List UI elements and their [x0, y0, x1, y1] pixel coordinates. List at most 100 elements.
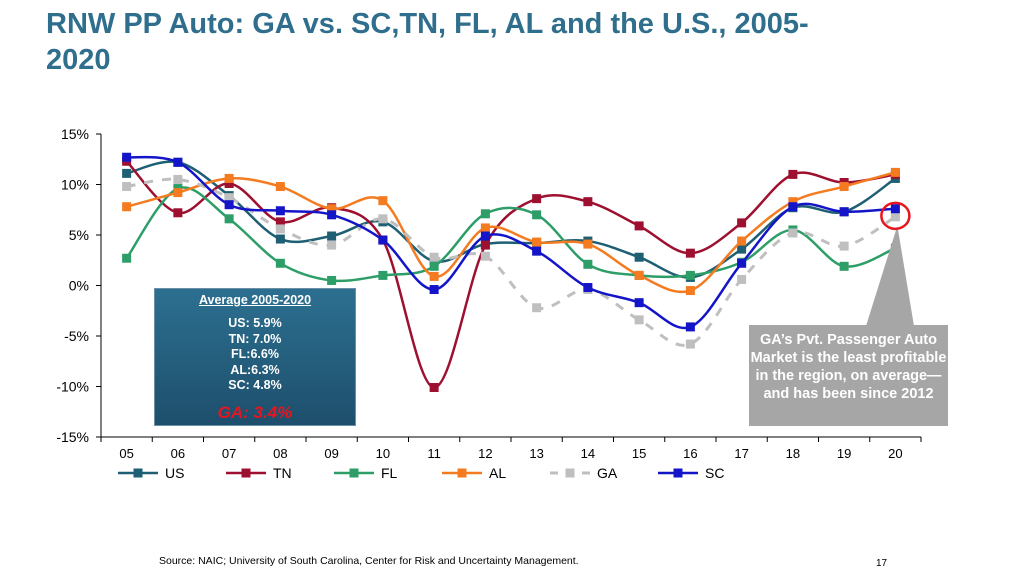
y-tick-label: -10% — [56, 379, 89, 395]
data-point-sc — [839, 207, 849, 217]
data-point-fl — [275, 258, 285, 268]
data-point-tn — [737, 218, 747, 228]
series-line-us — [126, 160, 897, 279]
x-tick-label: 18 — [786, 446, 800, 461]
data-point-fl — [685, 270, 695, 280]
data-point-al — [788, 197, 798, 207]
highlight-layer — [866, 201, 914, 326]
legend-marker-al — [457, 468, 467, 478]
series-line-ga — [126, 177, 897, 347]
data-point-al — [224, 173, 234, 183]
average-line-tn: TN: 7.0% — [228, 331, 282, 346]
data-point-tn — [788, 169, 798, 179]
data-point-ga — [122, 182, 132, 192]
average-header: Average 2005-2020 — [198, 293, 312, 307]
legend-marker-ga — [565, 468, 575, 478]
data-point-al — [634, 270, 644, 280]
x-tick-label: 09 — [324, 446, 338, 461]
data-point-ga — [685, 339, 695, 349]
data-point-ga — [173, 174, 183, 184]
data-point-tn — [634, 221, 644, 231]
callout-box: GA’s Pvt. Passenger Auto Market is the l… — [749, 325, 948, 426]
x-tick-label: 11 — [427, 446, 441, 461]
legend-item-ga: GA — [550, 465, 618, 481]
legend-marker-fl — [349, 468, 359, 478]
data-point-fl — [480, 209, 490, 219]
x-tick-label: 07 — [222, 446, 236, 461]
data-point-al — [122, 202, 132, 212]
data-point-fl — [224, 214, 234, 224]
chart-axes: 15% 10% 5% 0% -5% -10% -15% 05 06 07 08 09 10 11 12 13 1… — [56, 126, 922, 461]
legend-marker-us — [133, 468, 143, 478]
slide-title: RNW PP Auto: GA vs. SC,TN, FL, AL and th… — [46, 8, 809, 76]
x-tick-label: 19 — [837, 446, 851, 461]
data-point-fl — [583, 259, 593, 269]
data-point-us — [275, 234, 285, 244]
x-tick-label: 05 — [119, 446, 133, 461]
data-point-us — [737, 244, 747, 254]
data-point-ga — [839, 241, 849, 251]
series-line-al — [126, 171, 896, 294]
data-point-al — [583, 239, 593, 249]
callout-pointer — [866, 225, 914, 326]
average-line-ga: GA: 3.4% — [217, 402, 293, 422]
x-tick-label: 16 — [683, 446, 697, 461]
source-note: Source: NAIC; University of South Caroli… — [159, 555, 579, 567]
x-tick-label: 12 — [478, 446, 492, 461]
data-point-tn — [480, 240, 490, 250]
x-tick-label: 17 — [734, 446, 748, 461]
y-tick-label: -15% — [56, 429, 89, 445]
legend-item-tn: TN — [226, 465, 292, 481]
legend-label-ga: GA — [597, 465, 618, 481]
y-tick-label: 5% — [69, 227, 89, 243]
data-point-tn — [275, 217, 285, 227]
data-point-tn — [429, 383, 439, 393]
data-point-al — [275, 182, 285, 192]
x-tick-label: 08 — [273, 446, 287, 461]
data-point-us — [634, 252, 644, 262]
data-point-sc — [890, 204, 900, 214]
data-point-sc — [737, 258, 747, 268]
data-point-ga — [532, 303, 542, 313]
x-tick-label: 13 — [529, 446, 543, 461]
data-point-tn — [224, 178, 234, 188]
data-point-sc — [378, 235, 388, 245]
legend-item-us: US — [118, 465, 184, 481]
data-point-al — [839, 182, 849, 192]
data-point-al — [327, 204, 337, 214]
series-fl — [122, 184, 900, 285]
average-line-sc: SC: 4.8% — [228, 378, 282, 392]
data-point-fl — [532, 210, 542, 220]
y-tick-label: 15% — [61, 126, 89, 142]
legend-item-al: AL — [442, 465, 506, 481]
y-tick-label: 0% — [69, 278, 89, 294]
x-tick-label: 20 — [888, 446, 902, 461]
legend-label-us: US — [165, 465, 184, 481]
data-point-ga — [737, 274, 747, 284]
data-point-fl — [378, 270, 388, 280]
data-point-ga — [429, 252, 439, 262]
data-point-tn — [173, 208, 183, 218]
chart-series — [122, 152, 900, 393]
average-summary-box: Average 2005-2020 US: 5.9% TN: 7.0% FL:6… — [154, 288, 356, 426]
x-tick-label: 06 — [171, 446, 185, 461]
page-number: 17 — [876, 558, 888, 569]
data-point-tn — [583, 197, 593, 207]
data-point-us — [327, 231, 337, 241]
data-point-ga — [275, 224, 285, 234]
data-point-al — [685, 286, 695, 296]
legend-marker-sc — [673, 468, 683, 478]
data-point-al — [378, 196, 388, 206]
average-line-al: AL:6.3% — [230, 362, 280, 377]
data-point-sc — [788, 202, 798, 212]
data-point-sc — [327, 210, 337, 220]
data-point-sc — [173, 157, 183, 167]
data-point-sc — [429, 285, 439, 295]
legend-label-sc: SC — [705, 465, 724, 481]
data-point-ga — [327, 240, 337, 250]
average-line-us: US: 5.9% — [228, 316, 282, 330]
data-point-al — [173, 188, 183, 198]
data-point-sc — [583, 283, 593, 293]
data-point-al — [480, 223, 490, 233]
